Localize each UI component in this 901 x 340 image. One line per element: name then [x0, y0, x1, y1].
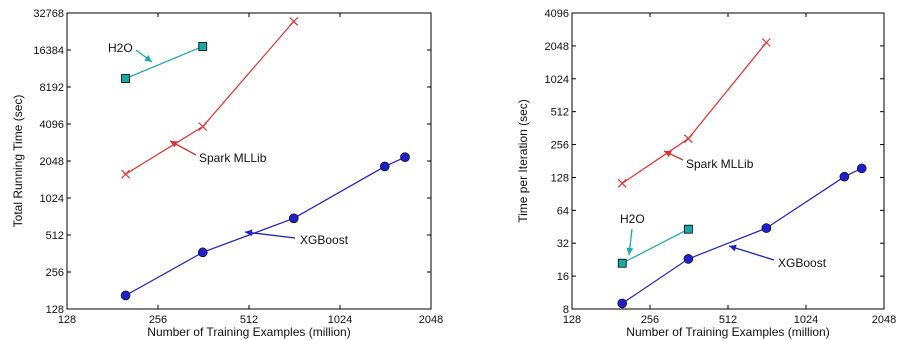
annotation-arrow-line [244, 231, 296, 239]
y-tick-label: 256 [551, 140, 569, 152]
x-tick-label: 2048 [419, 314, 443, 326]
chart-time-per-iteration: 128 256 512 1024 2048 8 16 32 64 128 256 512 1024 204… [516, 8, 896, 339]
y-tick-label: 4096 [40, 119, 64, 131]
y-tick-label: 1024 [40, 193, 64, 205]
y-tick-label: 8 [563, 304, 569, 316]
x-tick-label: 1024 [794, 314, 818, 326]
data-point-circle [197, 247, 208, 258]
annotation-label: H2O [620, 212, 645, 226]
x-axis-label: Number of Training Examples (million) [147, 325, 350, 339]
annotation-label: XGBoost [778, 256, 827, 270]
annotation-arrow-line [728, 245, 775, 261]
data-point-x [761, 38, 771, 47]
data-point-square [683, 224, 693, 234]
y-tick-label: 16384 [33, 45, 64, 57]
y-axis-label: Total Running Time (sec) [11, 95, 25, 228]
annotation-arrow-head [626, 247, 634, 255]
x-tick-label: 128 [58, 314, 76, 326]
data-point-square [617, 258, 627, 268]
data-point-circle [288, 213, 299, 224]
annotation-arrow-head [664, 150, 672, 158]
series-line-xgboost [621, 167, 862, 304]
data-point-circle [761, 223, 772, 233]
y-tick-label: 64 [557, 205, 569, 217]
data-point-circle [617, 298, 628, 309]
y-tick-label: 512 [551, 107, 569, 119]
x-tick-label: 1024 [328, 314, 352, 326]
data-point-circle [379, 161, 390, 172]
annotation-arrow-head [245, 229, 253, 237]
y-tick-label: 1024 [545, 74, 569, 86]
x-tick-label: 256 [149, 314, 167, 326]
data-point-x [683, 134, 693, 144]
y-tick-label: 512 [46, 230, 64, 242]
y-tick-label: 4096 [545, 8, 569, 20]
annotation-label: H2O [108, 41, 133, 55]
x-tick-label: 2048 [872, 314, 896, 326]
y-tick-label: 8192 [40, 82, 64, 94]
data-point-square [198, 42, 208, 51]
data-point-x [617, 178, 627, 188]
y-tick-label: 128 [46, 304, 64, 316]
series-line-xgboost [125, 156, 406, 296]
y-tick-label: 256 [46, 267, 64, 279]
y-tick-label: 32 [557, 238, 569, 250]
data-point-x [198, 122, 208, 132]
data-point-square [121, 74, 130, 83]
y-tick-label: 16 [557, 271, 569, 283]
series-line-h2o [621, 228, 689, 264]
y-tick-label: 32768 [33, 8, 64, 20]
x-tick-label: 128 [563, 314, 581, 326]
data-point-circle [856, 163, 867, 174]
data-point-circle [120, 290, 131, 301]
x-tick-label: 512 [719, 314, 737, 326]
series-line-h2o [125, 45, 203, 80]
annotation-arrow-head [170, 141, 178, 148]
annotation-arrow-head [144, 55, 152, 62]
data-point-circle [400, 152, 410, 162]
data-point-x [121, 169, 131, 179]
y-tick-label: 2048 [545, 41, 569, 53]
annotation-label: Spark MLLib [199, 151, 267, 165]
chart-total-running-time: 128 256 512 1024 2048 128 256 512 1024 2048 4096 81… [11, 8, 443, 339]
data-point-circle [683, 254, 694, 264]
x-axis-label: Number of Training Examples (million) [626, 325, 829, 339]
y-axis-label: Time per Iteration (sec) [516, 99, 530, 223]
x-tick-label: 256 [641, 314, 659, 326]
data-point-x [289, 16, 299, 26]
annotation-label: Spark MLLib [686, 157, 754, 171]
x-tick-label: 512 [240, 314, 258, 326]
annotation-arrow-head [729, 244, 737, 252]
y-tick-label: 2048 [40, 156, 64, 168]
data-point-circle [839, 171, 850, 182]
annotation-label: XGBoost [300, 233, 349, 247]
y-tick-label: 128 [551, 172, 569, 184]
